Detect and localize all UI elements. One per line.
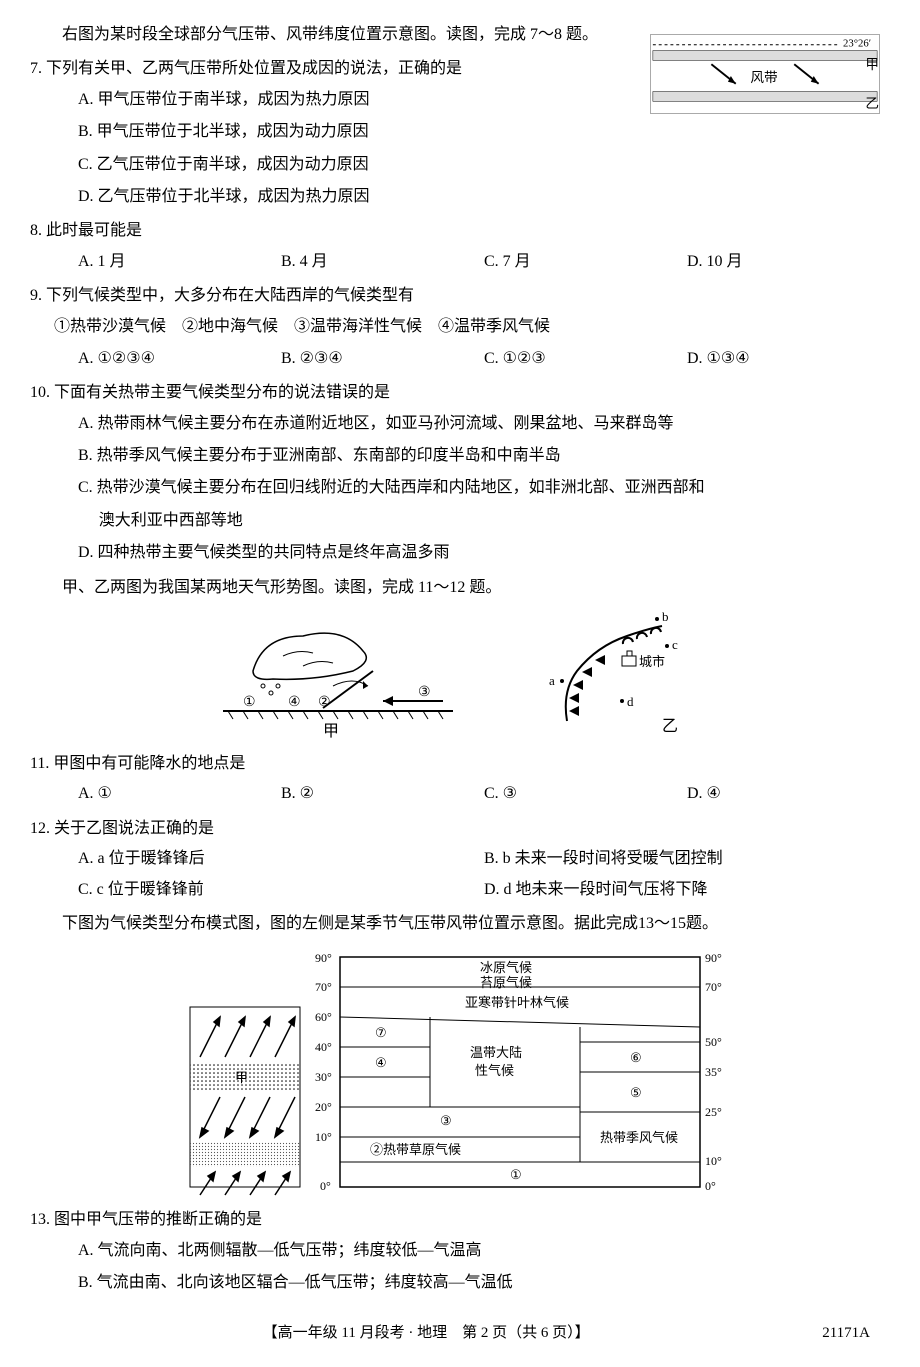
q10-option-c: C. 热带沙漠气候主要分布在回归线附近的大陆西岸和内陆地区，如非洲北部、亚洲西部… — [78, 473, 890, 503]
page-footer: 【高一年级 11 月段考 · 地理 第 2 页（共 6 页）】 21171A — [30, 1319, 890, 1348]
q10-option-a: A. 热带雨林气候主要分布在赤道附近地区，如亚马孙河流域、刚果盆地、马来群岛等 — [78, 409, 890, 439]
weather-figures: ① ④ ② ③ 甲 a b c d 城市 乙 — [30, 611, 890, 741]
q9-option-a: A. ①②③④ — [78, 344, 281, 374]
q10-stem: 10. 下面有关热带主要气候类型分布的说法错误的是 — [30, 378, 890, 408]
svg-text:①: ① — [510, 1167, 522, 1182]
question-8: 8. 此时最可能是 A. 1 月 B. 4 月 C. 7 月 D. 10 月 — [30, 216, 890, 277]
pressure-belt-figure: 23°26′ 甲 风带 乙 — [650, 34, 880, 114]
question-9: 9. 下列气候类型中，大多分布在大陆西岸的气候类型有 ①热带沙漠气候 ②地中海气… — [30, 281, 890, 374]
q12-option-a: A. a 位于暖锋锋后 — [78, 844, 484, 874]
footer-code: 21171A — [822, 1319, 870, 1348]
q8-option-c: C. 7 月 — [484, 247, 687, 277]
q7-option-d: D. 乙气压带位于北半球，成因为热力原因 — [78, 182, 890, 212]
q7-option-b: B. 甲气压带位于北半球，成因为动力原因 — [78, 117, 890, 147]
svg-text:热带季风气候: 热带季风气候 — [600, 1130, 678, 1145]
jia-label: 甲 — [865, 58, 879, 73]
svg-text:性气候: 性气候 — [475, 1063, 514, 1078]
q10-option-c2: 澳大利亚中西部等地 — [78, 506, 890, 536]
q12-option-d: D. d 地未来一段时间气压将下降 — [484, 875, 890, 905]
svg-text:0°: 0° — [705, 1179, 716, 1193]
q9-items: ①热带沙漠气候 ②地中海气候 ③温带海洋性气候 ④温带季风气候 — [30, 312, 890, 342]
q13-option-b: B. 气流由南、北向该地区辐合—低气压带；纬度较高—气温低 — [78, 1268, 890, 1298]
q9-stem: 9. 下列气候类型中，大多分布在大陆西岸的气候类型有 — [30, 281, 890, 311]
q9-option-c: C. ①②③ — [484, 344, 687, 374]
svg-text:④: ④ — [375, 1055, 387, 1070]
svg-text:10°: 10° — [315, 1130, 332, 1144]
climate-figure: 甲 — [30, 947, 890, 1197]
question-10: 10. 下面有关热带主要气候类型分布的说法错误的是 A. 热带雨林气候主要分布在… — [30, 378, 890, 568]
q7-option-c: C. 乙气压带位于南半球，成因为动力原因 — [78, 150, 890, 180]
svg-text:60°: 60° — [315, 1010, 332, 1024]
q8-option-a: A. 1 月 — [78, 247, 281, 277]
q11-option-b: B. ② — [281, 779, 484, 809]
climate-grid: 90° 70° 60° 40° 30° 20° 10° 0° 90° 70° 5… — [315, 951, 722, 1193]
svg-text:③: ③ — [440, 1113, 452, 1128]
svg-text:亚寒带针叶林气候: 亚寒带针叶林气候 — [465, 995, 569, 1010]
q11-stem: 11. 甲图中有可能降水的地点是 — [30, 749, 890, 779]
svg-text:90°: 90° — [315, 951, 332, 965]
wind-label: 风带 — [750, 70, 777, 85]
figure-yi: a b c d 城市 乙 — [507, 611, 707, 741]
svg-text:⑦: ⑦ — [375, 1025, 387, 1040]
svg-text:d: d — [627, 694, 634, 709]
question-13: 13. 图中甲气压带的推断正确的是 A. 气流向南、北两侧辐散—低气压带；纬度较… — [30, 1205, 890, 1298]
q12-stem: 12. 关于乙图说法正确的是 — [30, 814, 890, 844]
q12-option-b: B. b 未来一段时间将受暖气团控制 — [484, 844, 890, 874]
svg-text:温带大陆: 温带大陆 — [470, 1045, 522, 1060]
svg-text:35°: 35° — [705, 1065, 722, 1079]
lat-label: 23°26′ — [843, 38, 871, 50]
q10-option-b: B. 热带季风气候主要分布于亚洲南部、东南部的印度半岛和中南半岛 — [78, 441, 890, 471]
svg-text:70°: 70° — [705, 980, 722, 994]
svg-text:⑥: ⑥ — [630, 1050, 642, 1065]
q10-option-d: D. 四种热带主要气候类型的共同特点是终年高温多雨 — [78, 538, 890, 568]
intro-11-12: 甲、乙两图为我国某两地天气形势图。读图，完成 11～12 题。 — [30, 573, 890, 603]
svg-text:甲: 甲 — [235, 1070, 248, 1085]
q13-option-a: A. 气流向南、北两侧辐散—低气压带；纬度较低—气温高 — [78, 1236, 890, 1266]
svg-text:冰原气候: 冰原气候 — [480, 960, 532, 975]
svg-text:乙: 乙 — [662, 718, 678, 735]
figure-container: 23°26′ 甲 风带 乙 7. 下列有关甲、乙两气压带所处位置及成因的说法，正… — [30, 54, 890, 212]
footer-text: 【高一年级 11 月段考 · 地理 第 2 页（共 6 页）】 — [263, 1325, 590, 1341]
svg-text:③: ③ — [418, 685, 431, 700]
svg-text:a: a — [549, 673, 555, 688]
wind-belt-panel: 甲 — [190, 1007, 300, 1195]
q8-option-d: D. 10 月 — [687, 247, 890, 277]
svg-text:10°: 10° — [705, 1154, 722, 1168]
svg-text:b: b — [662, 611, 669, 624]
q8-stem: 8. 此时最可能是 — [30, 216, 890, 246]
figure-jia: ① ④ ② ③ 甲 — [213, 611, 463, 741]
question-12: 12. 关于乙图说法正确的是 A. a 位于暖锋锋后 B. b 未来一段时间将受… — [30, 814, 890, 905]
q11-option-c: C. ③ — [484, 779, 687, 809]
yi-label: 乙 — [865, 97, 879, 112]
svg-text:40°: 40° — [315, 1040, 332, 1054]
q9-option-b: B. ②③④ — [281, 344, 484, 374]
svg-text:①: ① — [243, 695, 256, 710]
q9-option-d: D. ①③④ — [687, 344, 890, 374]
svg-text:30°: 30° — [315, 1070, 332, 1084]
svg-text:20°: 20° — [315, 1100, 332, 1114]
intro-13-15: 下图为气候类型分布模式图，图的左侧是某季节气压带风带位置示意图。据此完成13～1… — [30, 909, 890, 939]
q8-option-b: B. 4 月 — [281, 247, 484, 277]
svg-text:甲: 甲 — [323, 723, 339, 740]
svg-text:70°: 70° — [315, 980, 332, 994]
svg-text:⑤: ⑤ — [630, 1085, 642, 1100]
svg-text:④: ④ — [288, 695, 301, 710]
q11-option-a: A. ① — [78, 779, 281, 809]
svg-text:c: c — [672, 637, 678, 652]
q11-option-d: D. ④ — [687, 779, 890, 809]
svg-text:0°: 0° — [320, 1179, 331, 1193]
q13-stem: 13. 图中甲气压带的推断正确的是 — [30, 1205, 890, 1235]
q12-option-c: C. c 位于暖锋锋前 — [78, 875, 484, 905]
svg-text:90°: 90° — [705, 951, 722, 965]
svg-text:苔原气候: 苔原气候 — [480, 975, 532, 990]
svg-text:城市: 城市 — [639, 654, 665, 669]
svg-text:②: ② — [318, 695, 331, 710]
svg-text:②热带草原气候: ②热带草原气候 — [370, 1142, 461, 1157]
svg-text:25°: 25° — [705, 1105, 722, 1119]
question-11: 11. 甲图中有可能降水的地点是 A. ① B. ② C. ③ D. ④ — [30, 749, 890, 810]
svg-text:50°: 50° — [705, 1035, 722, 1049]
